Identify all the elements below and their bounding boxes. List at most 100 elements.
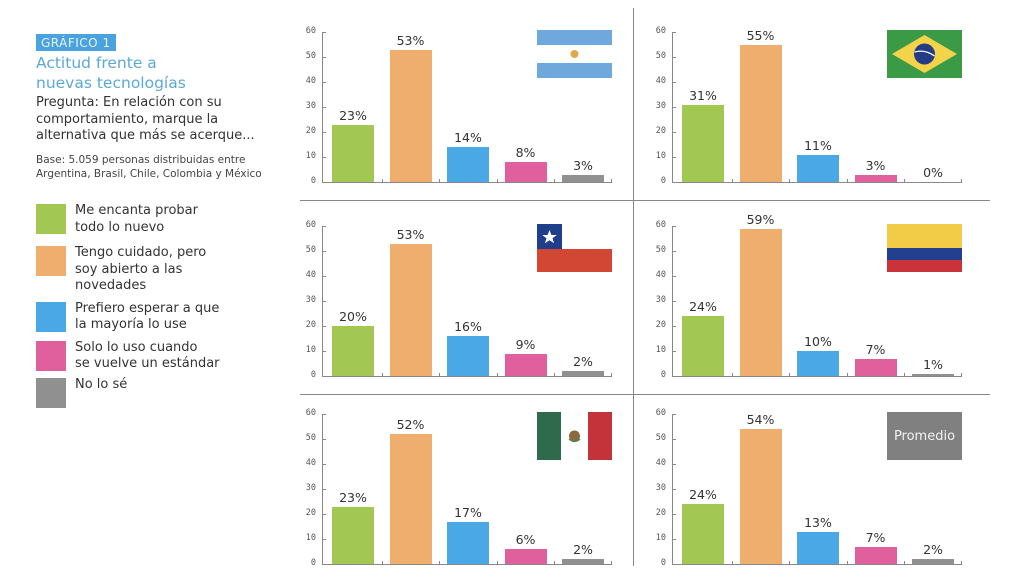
horizontal-divider — [300, 394, 990, 395]
bar-value-label: 7% — [865, 341, 886, 357]
y-tick-label: 50 — [305, 433, 316, 443]
x-tick-mark — [611, 179, 612, 183]
survey-question-line: alternativa que más se acerque... — [36, 128, 255, 143]
x-axis — [672, 564, 962, 565]
y-tick-label: 60 — [305, 220, 316, 230]
legend-swatch — [36, 301, 66, 332]
x-tick-mark — [846, 179, 848, 183]
bar — [332, 326, 374, 376]
y-tick-label: 20 — [305, 320, 316, 330]
chart-panel-argentina: 0 10 20 30 40 50 60 23% 53% 14% 8% 3% — [292, 24, 612, 199]
x-tick-mark — [554, 373, 555, 377]
bar — [854, 174, 897, 182]
legend-label-line: la mayoría lo use — [75, 317, 187, 332]
bar — [682, 316, 724, 376]
bar — [682, 104, 724, 182]
bar — [389, 243, 432, 376]
y-tick-label: 50 — [655, 245, 666, 255]
y-tick-label: 50 — [655, 51, 666, 61]
bar-value-label: 1% — [923, 356, 943, 372]
y-tick-mark — [322, 489, 326, 490]
x-tick-mark — [496, 373, 498, 377]
bar-value-label: 14% — [454, 130, 482, 145]
bar-value-label: 13% — [804, 514, 832, 530]
x-tick-mark — [439, 561, 440, 565]
x-axis — [672, 376, 962, 377]
y-tick-label: 60 — [655, 26, 666, 36]
bar — [739, 228, 782, 376]
x-tick-mark — [904, 179, 905, 183]
chart-header: GRÁFICO 1 Actitud frente a nuevas tecnol… — [36, 32, 296, 181]
bar — [797, 154, 839, 182]
x-tick-mark — [731, 373, 733, 377]
y-tick-mark — [322, 414, 326, 415]
y-tick-label: 30 — [655, 101, 666, 111]
sample-base-note: Base: 5.059 personas distribuidas entre … — [36, 153, 296, 181]
bar — [332, 124, 374, 182]
bar-value-label: 59% — [746, 211, 775, 227]
y-tick-mark — [322, 157, 326, 158]
legend-swatch — [36, 204, 66, 234]
x-axis — [672, 182, 962, 183]
bar-value-label: 3% — [865, 157, 886, 173]
bar — [389, 434, 432, 564]
brasil-flag-icon — [887, 30, 962, 78]
x-tick-mark — [789, 179, 790, 183]
y-tick-label: 0 — [310, 370, 316, 380]
y-tick-mark — [322, 351, 326, 352]
y-tick-label: 40 — [305, 270, 316, 280]
y-tick-label: 50 — [305, 51, 316, 61]
bar-value-label: 11% — [804, 137, 832, 153]
y-tick-mark — [672, 32, 676, 33]
bar — [562, 174, 604, 182]
legend-swatch — [36, 340, 66, 371]
mexico-flag-icon — [537, 412, 612, 460]
y-tick-label: 10 — [655, 533, 666, 543]
bar-value-label: 2% — [573, 542, 593, 557]
bar-value-label: 3% — [573, 157, 593, 173]
bar — [912, 373, 954, 376]
survey-question-line: comportamiento, marque la — [36, 111, 219, 127]
x-tick-mark — [789, 373, 790, 377]
legend-label-line: todo lo nuevo — [75, 219, 165, 235]
legend-item: Me encanta probar todo lo nuevo — [36, 203, 296, 236]
y-tick-label: 0 — [660, 176, 666, 186]
legend-label-line: Prefiero esperar a que — [75, 300, 220, 316]
y-tick-label: 40 — [305, 76, 316, 86]
y-tick-mark — [672, 539, 676, 540]
x-axis — [322, 564, 612, 565]
bar-value-label: 2% — [573, 354, 593, 369]
bar — [739, 44, 782, 182]
y-tick-mark — [672, 414, 676, 415]
y-tick-label: 20 — [305, 126, 316, 136]
survey-question-line: Pregunta: En relación con su — [36, 95, 222, 110]
y-tick-mark — [672, 326, 676, 327]
y-tick-mark — [672, 464, 676, 465]
bar-value-label: 17% — [454, 504, 482, 520]
vertical-divider — [633, 8, 634, 566]
chart-panel-brasil: 0 10 20 30 40 50 60 31% 55% 11% 3% 0% — [642, 24, 962, 199]
y-tick-label: 0 — [310, 176, 316, 186]
y-tick-mark — [672, 439, 676, 440]
bar — [739, 429, 782, 564]
y-tick-mark — [322, 251, 326, 252]
y-tick-mark — [672, 107, 676, 108]
y-tick-mark — [672, 82, 676, 83]
bar-value-label: 55% — [746, 27, 775, 43]
bar — [682, 504, 724, 564]
bar-value-label: 0% — [923, 165, 943, 180]
legend-label-line: se vuelve un estándar — [75, 356, 220, 371]
bar-value-label: 20% — [339, 309, 367, 324]
bar — [562, 371, 604, 376]
x-tick-mark — [961, 179, 962, 183]
y-tick-label: 0 — [310, 558, 316, 568]
chart-panel-chile: 0 10 20 30 40 50 60 20% 53% 16% 9% 2% — [292, 218, 612, 393]
legend-label-line: No lo sé — [75, 376, 128, 392]
y-tick-mark — [322, 32, 326, 33]
bar-value-label: 6% — [515, 532, 536, 547]
y-tick-label: 20 — [655, 320, 666, 330]
y-tick-label: 10 — [305, 533, 316, 543]
x-tick-mark — [904, 373, 905, 377]
x-axis — [322, 376, 612, 377]
y-tick-mark — [322, 326, 326, 327]
